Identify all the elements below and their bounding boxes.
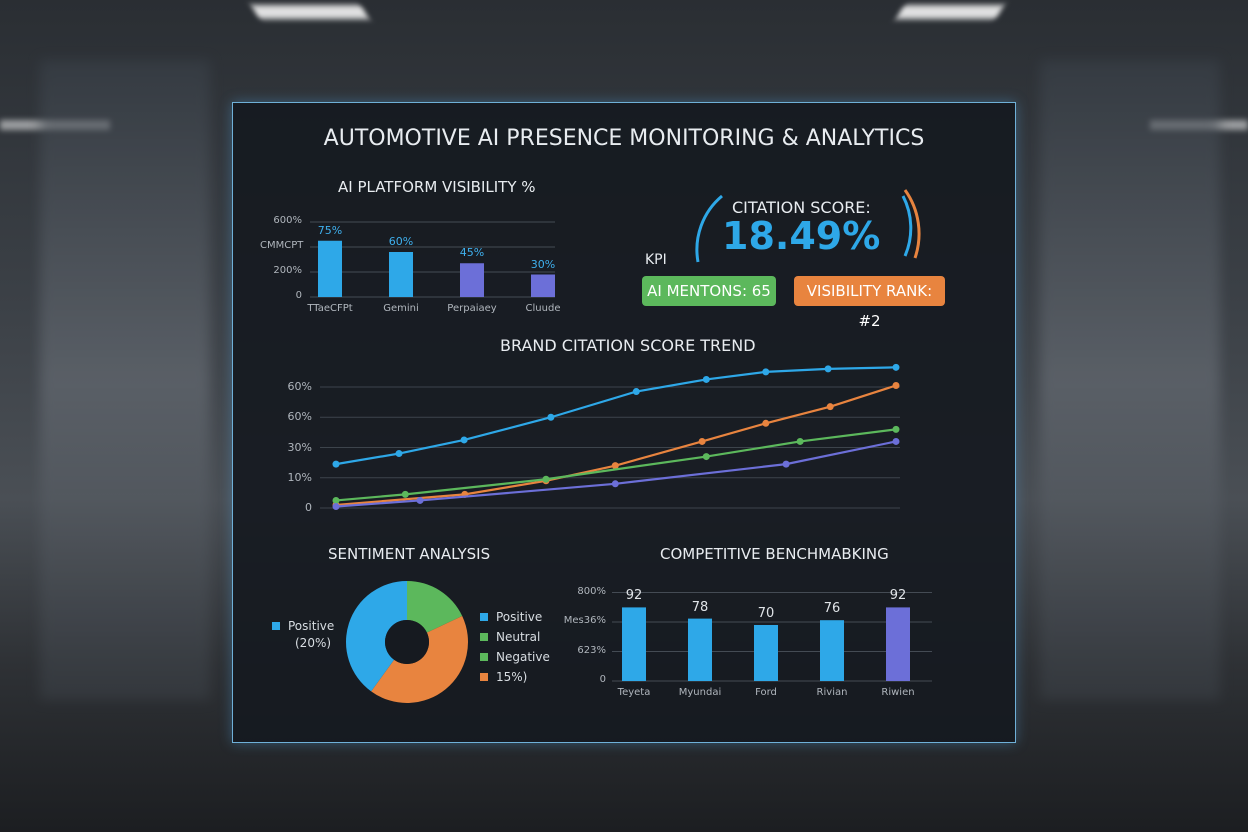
bar bbox=[622, 607, 646, 681]
x-tick-label: Cluude bbox=[525, 303, 561, 314]
data-point bbox=[611, 462, 619, 470]
legend-item: Negative bbox=[480, 650, 550, 664]
x-tick-label: Perpaiaey bbox=[447, 303, 497, 314]
benchmark-title: COMPETITIVE BENCHMABKING bbox=[660, 545, 889, 563]
bar-data-label: 76 bbox=[823, 601, 841, 617]
data-point bbox=[892, 437, 900, 445]
y-tick-label: 600% bbox=[273, 215, 302, 226]
data-point bbox=[611, 480, 619, 488]
sentiment-title: SENTIMENT ANALYSIS bbox=[328, 545, 491, 563]
data-point bbox=[416, 496, 424, 504]
y-tick-label: 10% bbox=[287, 470, 312, 484]
data-point bbox=[782, 460, 790, 468]
y-tick-label: 0 bbox=[295, 290, 302, 301]
data-point bbox=[698, 437, 706, 445]
data-point bbox=[332, 496, 340, 504]
bar-data-label: 60% bbox=[388, 235, 414, 248]
kpi-arc-right bbox=[901, 195, 913, 257]
y-tick-label: Mes36% bbox=[563, 615, 606, 626]
x-tick-label: Riwien bbox=[881, 687, 915, 698]
data-point bbox=[702, 453, 710, 461]
bar bbox=[460, 263, 484, 297]
dashboard-title: AUTOMOTIVE AI PRESENCE MONITORING & ANAL… bbox=[323, 126, 925, 151]
x-tick-label: TTaeCFPt bbox=[307, 303, 353, 314]
pie-slice bbox=[371, 616, 468, 703]
pie-slice bbox=[407, 581, 463, 633]
bar-data-label: 92 bbox=[625, 588, 643, 604]
bar-data-label: 45% bbox=[459, 246, 485, 260]
data-point bbox=[332, 502, 340, 510]
data-point bbox=[892, 381, 900, 389]
bar-data-label: 92 bbox=[889, 588, 907, 604]
bar bbox=[820, 620, 844, 681]
legend-swatch bbox=[480, 653, 488, 661]
bar-data-label: 75% bbox=[317, 223, 343, 237]
y-tick-label: 60% bbox=[287, 410, 312, 424]
y-tick-label: 30% bbox=[287, 440, 312, 454]
data-point bbox=[632, 388, 640, 396]
donut-hole bbox=[385, 620, 429, 664]
y-tick-label: 623% bbox=[577, 644, 606, 656]
legend-swatch bbox=[480, 613, 488, 621]
trend-chart-title: BRAND CITATION SCORE TREND bbox=[500, 336, 756, 355]
data-point bbox=[796, 437, 804, 445]
legend-item: 15%) bbox=[480, 670, 527, 684]
series-line bbox=[335, 384, 897, 507]
bar bbox=[886, 607, 910, 681]
series-line bbox=[335, 440, 897, 508]
bar bbox=[531, 274, 555, 297]
data-point bbox=[542, 475, 550, 483]
bar-data-label: 70 bbox=[757, 606, 775, 621]
legend-item: Positive bbox=[480, 610, 542, 624]
legend-item: Neutral bbox=[480, 630, 540, 644]
kpi-arc-right-orange bbox=[903, 189, 921, 259]
y-tick-label: 0 bbox=[599, 674, 606, 685]
data-point bbox=[892, 363, 900, 371]
legend-swatch bbox=[480, 633, 488, 641]
data-point bbox=[892, 425, 900, 433]
x-tick-label: Teyeta bbox=[617, 687, 651, 698]
series-line bbox=[335, 366, 897, 466]
x-tick-label: Rivian bbox=[816, 687, 848, 698]
data-point bbox=[332, 460, 340, 468]
pie-slice bbox=[345, 581, 407, 692]
data-point bbox=[824, 365, 832, 373]
sentiment-side-label: Positive bbox=[272, 619, 334, 633]
bar bbox=[318, 240, 342, 297]
bar bbox=[754, 625, 778, 681]
visibility-rank-badge: VISIBILITY RANK: #2 bbox=[794, 276, 945, 330]
bar bbox=[688, 618, 712, 681]
bar-data-label: 30% bbox=[530, 257, 556, 271]
citation-score-label: CITATION SCORE: bbox=[732, 198, 871, 217]
bar-data-label: 78 bbox=[691, 599, 709, 615]
data-point bbox=[395, 450, 403, 458]
citation-score-value: 18.49% bbox=[722, 214, 881, 258]
y-tick-label: 60% bbox=[287, 380, 312, 393]
y-tick-label: CMMCPT bbox=[260, 240, 304, 251]
x-tick-label: Gemini bbox=[383, 303, 419, 314]
legend-swatch bbox=[480, 673, 488, 681]
kpi-arc-left bbox=[695, 194, 723, 263]
data-point bbox=[460, 436, 468, 444]
data-point bbox=[762, 419, 770, 427]
platform-chart-title: AI PLATFORM VISIBILITY % bbox=[338, 178, 536, 196]
kpi-label: KPI bbox=[645, 252, 667, 268]
data-point bbox=[762, 368, 770, 376]
y-tick-label: 200% bbox=[273, 265, 302, 276]
series-line bbox=[335, 428, 897, 502]
y-tick-label: 0 bbox=[305, 501, 312, 514]
data-point bbox=[547, 413, 555, 421]
bar bbox=[389, 252, 413, 297]
data-point bbox=[401, 490, 409, 498]
data-point bbox=[826, 403, 834, 411]
data-point bbox=[702, 375, 710, 383]
y-tick-label: 800% bbox=[577, 585, 606, 597]
sentiment-side-sub: (20%) bbox=[295, 636, 332, 650]
legend-swatch bbox=[272, 622, 280, 630]
ai-mentions-badge: AI MENTONS: 65 bbox=[642, 276, 776, 306]
x-tick-label: Myundai bbox=[678, 687, 722, 698]
x-tick-label: Ford bbox=[755, 687, 777, 698]
